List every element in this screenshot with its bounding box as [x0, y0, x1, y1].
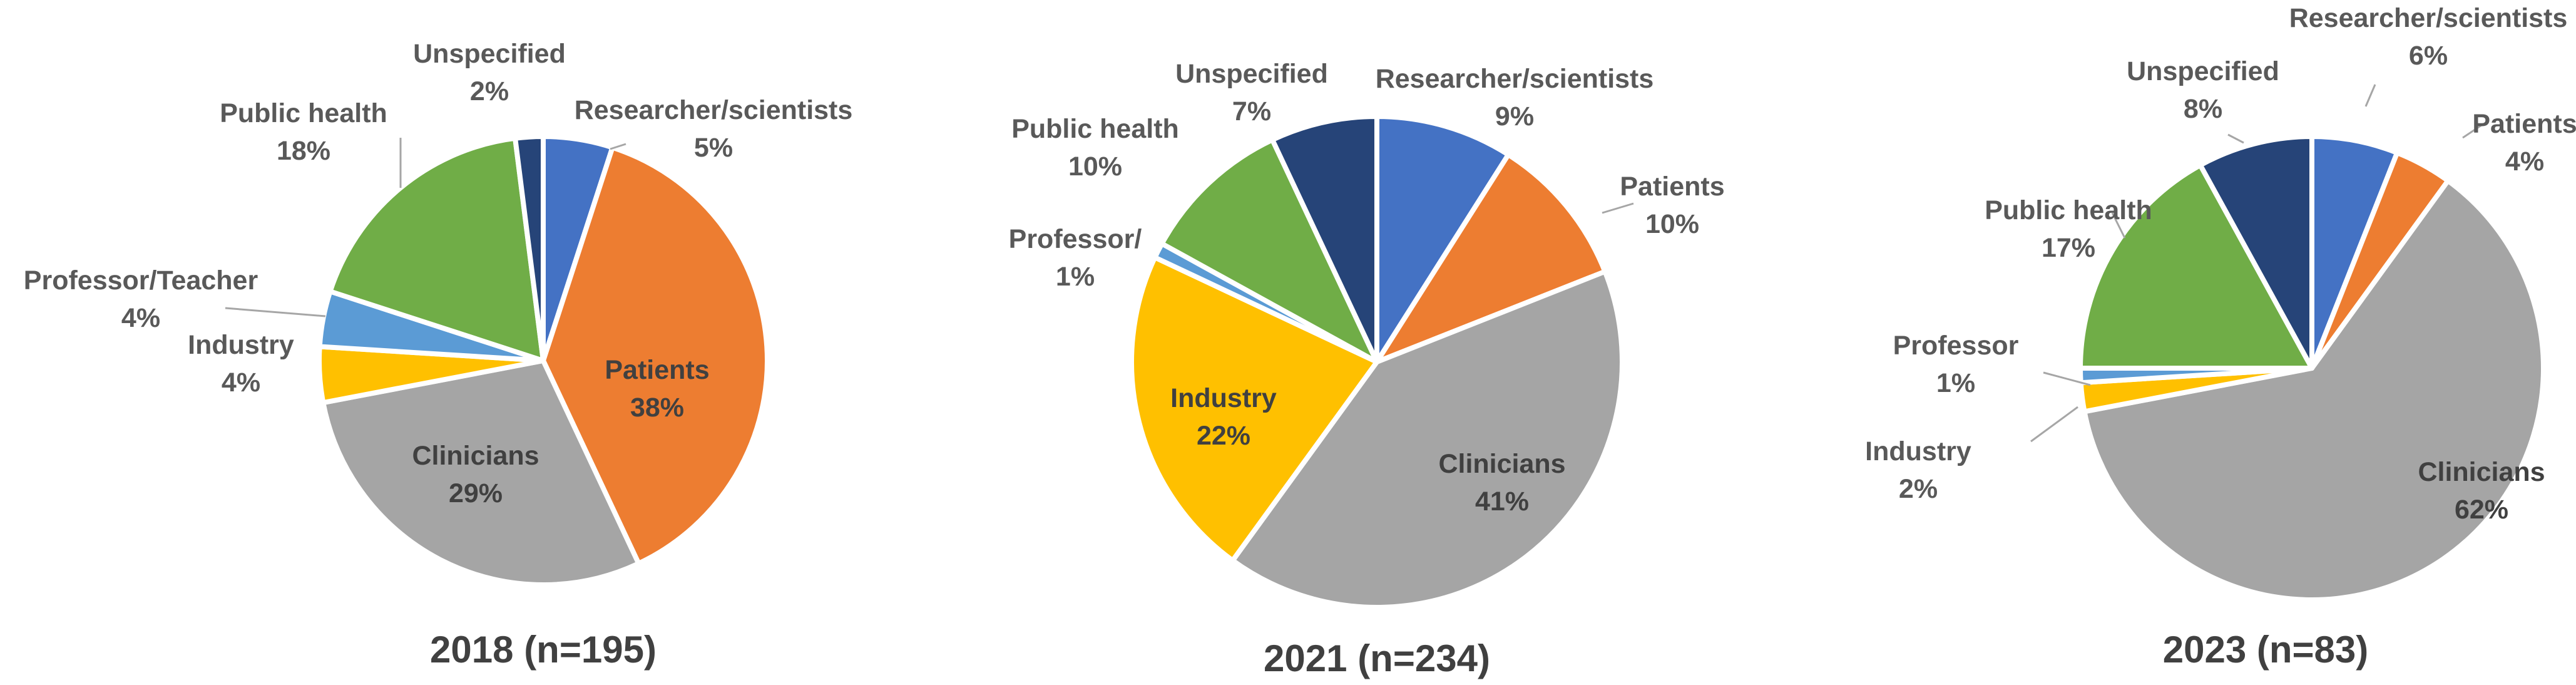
pie-slice-clinicians: [320, 358, 641, 587]
data-label-unspecified: Unspecified 7%: [1175, 59, 1328, 126]
data-label-public-health: Public health 10%: [1011, 114, 1179, 182]
data-label-public-health: Public health 17%: [1985, 195, 2152, 263]
data-label-researcher-scientists: Researcher/scientists 6%: [2289, 3, 2568, 71]
pie-slice-unspecified: [513, 134, 546, 363]
data-label-professor: Professor/1%: [1009, 224, 1142, 292]
chart-title-2023: 2023 (n=83): [2163, 629, 2369, 671]
pie-slice-public-health: [2078, 162, 2314, 371]
data-label-clinicians: Clinicians 29%: [412, 441, 539, 508]
data-label-professor: Professor/Teacher 4%: [24, 265, 258, 333]
data-label-unspecified: Unspecified 8%: [2127, 56, 2279, 124]
leader-line-patients: [2462, 124, 2482, 139]
chart-title-2021: 2021 (n=234): [1264, 637, 1490, 679]
pie-slice-clinicians: [1230, 269, 1625, 610]
data-label-industry: Industry 2%: [1865, 436, 1971, 504]
pie-slice-patients: [1374, 152, 1608, 364]
leader-line-industry: [2030, 406, 2078, 443]
pie-slice-clinicians: [2082, 178, 2546, 602]
leader-line-patients: [1602, 202, 1634, 214]
pie-slice-unspecified: [2197, 134, 2314, 371]
data-label-patients: Patients 4%: [2472, 109, 2576, 177]
data-label-clinicians: Clinicians 41%: [1438, 449, 1565, 517]
data-label-unspecified: Unspecified 2%: [413, 39, 566, 106]
pie-slice-patients: [541, 145, 770, 566]
leader-line-professor: [2043, 371, 2091, 386]
data-label-researcher-scientists: Researcher/scientists 9%: [1376, 64, 1654, 131]
data-label-patients: Patients 38%: [605, 355, 709, 423]
data-label-clinicians: Clinicians 62%: [2418, 457, 2545, 525]
leader-line-unspecified: [2227, 133, 2244, 144]
data-label-public-health: Public health 18%: [220, 98, 387, 166]
pie-slice-unspecified: [1270, 114, 1379, 364]
pie-slice-public-health: [327, 135, 546, 363]
pie-slice-public-health: [1159, 137, 1379, 364]
pie-chart-2018: Researcher/scientists 5% Patients 38% Clinic…: [24, 39, 853, 587]
leader-line-professor: [225, 307, 326, 317]
data-label-industry: Industry 4%: [188, 330, 294, 398]
leader-line-public-health: [2111, 212, 2126, 239]
pie-chart-2021: Researcher/scientists 9% Patients 10% Clinic…: [1009, 59, 1725, 610]
data-label-industry: Industry 22%: [1170, 383, 1277, 451]
pie-chart-2023: Researcher/scientists 6% Patients 4% Clinici…: [1865, 3, 2576, 602]
data-label-professor: Professor 1%: [1893, 331, 2019, 398]
data-label-researcher-scientists: Researcher/scientists 5%: [575, 95, 853, 163]
pie-slice-researcher-scientists: [1374, 114, 1511, 364]
chart-title-2018: 2018 (n=195): [430, 629, 657, 671]
leader-line-researcher-scientists: [2364, 84, 2376, 107]
data-label-patients: Patients 10%: [1620, 172, 1724, 239]
leader-line-researcher-scientists: [610, 143, 626, 150]
